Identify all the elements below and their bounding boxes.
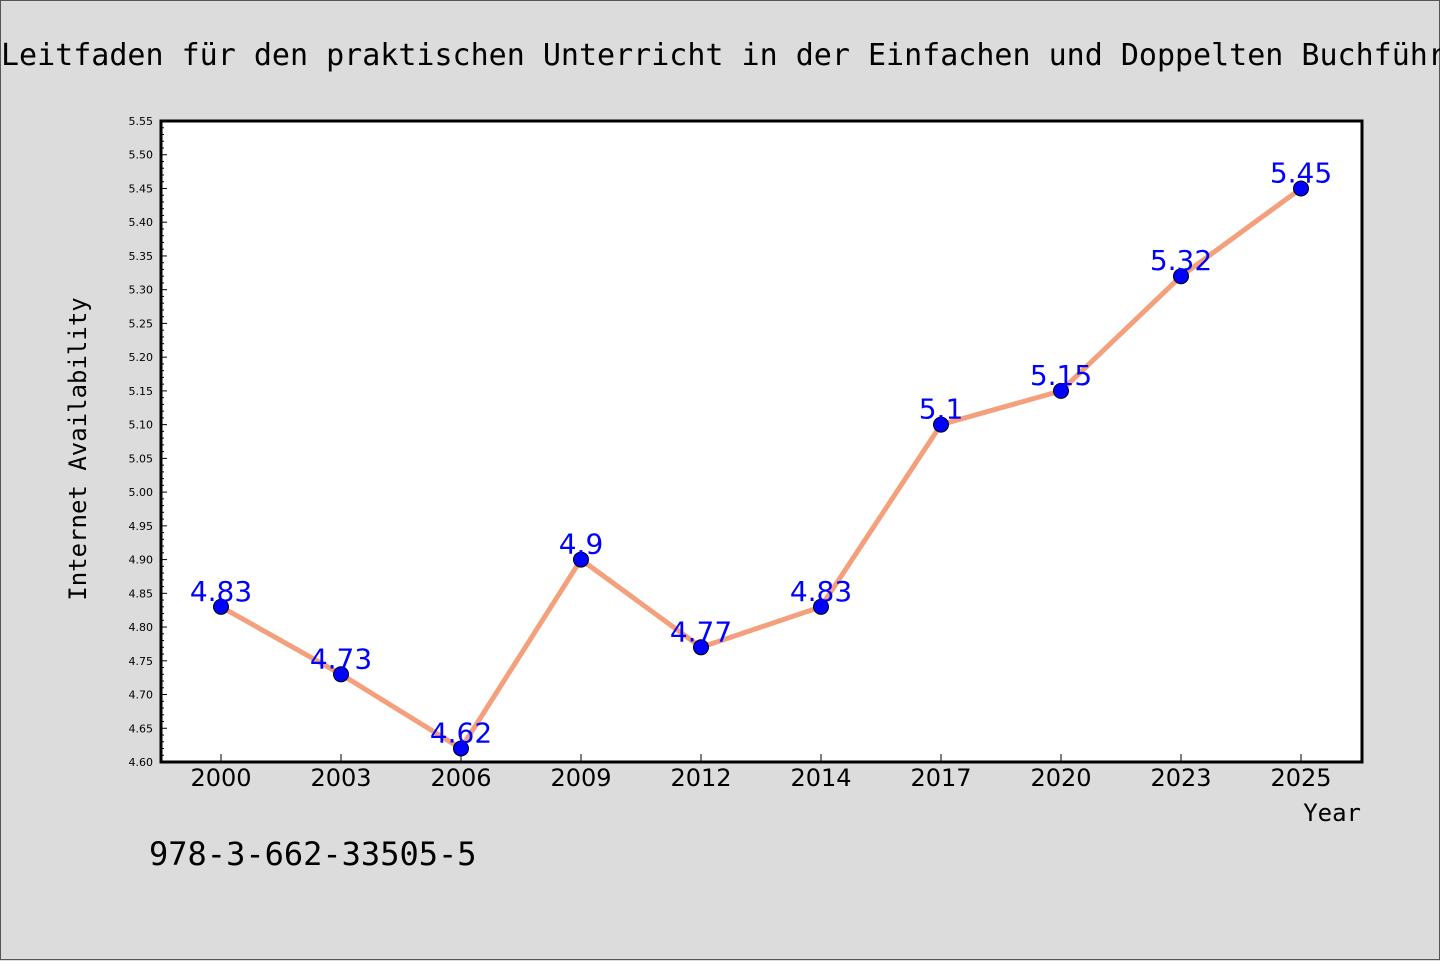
y-tick-label: 5.20 — [129, 351, 154, 364]
data-label: 4.62 — [430, 717, 492, 750]
data-point — [813, 598, 829, 615]
chart-title: Leitfaden für den praktischen Unterricht… — [1, 38, 1440, 73]
y-tick-label: 5.35 — [129, 250, 154, 263]
y-tick-label: 4.65 — [129, 722, 154, 735]
y-axis-title: Internet Availability — [64, 297, 92, 600]
y-tick-label: 5.10 — [129, 419, 154, 432]
data-label: 5.1 — [919, 393, 964, 426]
y-tick-label: 4.75 — [129, 655, 154, 668]
y-tick-label: 4.70 — [129, 689, 154, 702]
data-label: 4.77 — [670, 615, 732, 648]
data-point — [933, 416, 949, 433]
y-tick-label: 5.00 — [129, 486, 154, 499]
x-tick-label: 2006 — [430, 764, 491, 792]
y-axis: 4.60 4.65 4.70 4.75 4.80 4.85 4.90 4.95 5.00 5.05… — [129, 115, 167, 769]
data-label: 4.9 — [559, 528, 604, 561]
data-point — [333, 666, 349, 683]
x-tick-label: 2023 — [1150, 764, 1211, 792]
x-axis: 2000 2003 2006 2009 2012 2014 2017 2020 2023 2025 — [190, 754, 1332, 792]
data-label: 4.83 — [790, 575, 852, 608]
x-tick-label: 2009 — [550, 764, 611, 792]
data-point — [1173, 268, 1189, 285]
x-tick-label: 2000 — [190, 764, 251, 792]
data-label: 5.32 — [1150, 244, 1212, 277]
y-tick-label: 4.95 — [129, 520, 154, 533]
data-point — [1293, 180, 1309, 197]
y-tick-label: 5.45 — [129, 182, 154, 195]
x-tick-label: 2020 — [1030, 764, 1091, 792]
data-point — [573, 551, 589, 568]
y-tick-label: 5.30 — [129, 284, 154, 297]
y-tick-label: 4.85 — [129, 587, 154, 600]
data-point — [453, 740, 469, 757]
plot-area — [159, 119, 1364, 764]
y-tick-label: 5.25 — [129, 317, 154, 330]
isbn-text: 978-3-662-33505-5 — [149, 835, 477, 873]
data-label: 5.15 — [1030, 359, 1092, 392]
y-tick-label: 5.55 — [129, 115, 154, 128]
x-tick-label: 2012 — [670, 764, 731, 792]
data-label: 4.73 — [310, 642, 372, 675]
y-tick-label: 5.05 — [129, 452, 154, 465]
series-group — [213, 180, 1309, 757]
data-point — [213, 598, 229, 615]
y-tick-label: 5.50 — [129, 149, 154, 162]
data-point — [1053, 382, 1069, 399]
x-tick-label: 2014 — [790, 764, 851, 792]
data-labels: 4.83 4.73 4.62 4.9 4.77 4.83 5.1 5.15 5.32 5.45 — [190, 156, 1332, 749]
x-axis-title: Year — [1303, 799, 1361, 827]
y-tick-label: 5.15 — [129, 385, 154, 398]
x-tick-label: 2017 — [910, 764, 971, 792]
data-label: 5.45 — [1270, 156, 1332, 189]
series-line — [218, 185, 1304, 752]
x-tick-label: 2025 — [1270, 764, 1331, 792]
y-tick-label: 4.60 — [129, 756, 154, 769]
y-tick-label: 4.80 — [129, 621, 154, 634]
y-tick-label: 5.40 — [129, 216, 154, 229]
data-point — [693, 639, 709, 656]
x-tick-label: 2003 — [310, 764, 371, 792]
data-label: 4.83 — [190, 575, 252, 608]
y-tick-label: 4.90 — [129, 554, 154, 567]
